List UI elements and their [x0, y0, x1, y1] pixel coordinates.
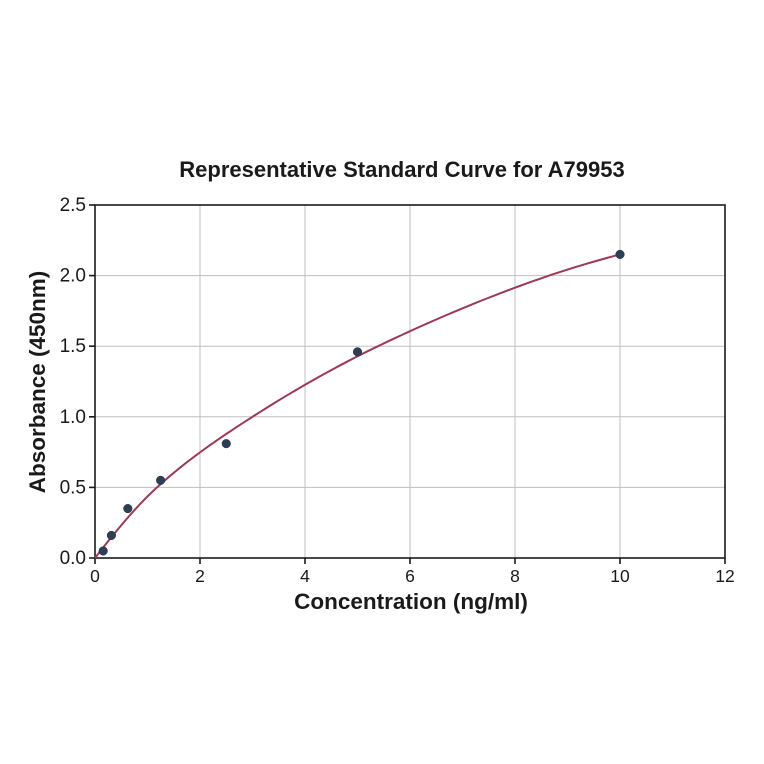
svg-text:10: 10 [610, 566, 630, 586]
svg-text:2.5: 2.5 [60, 195, 86, 216]
svg-text:4: 4 [300, 566, 310, 586]
svg-text:0.0: 0.0 [60, 548, 86, 569]
svg-text:1.0: 1.0 [60, 407, 86, 428]
svg-text:2.0: 2.0 [60, 266, 86, 287]
svg-text:12: 12 [715, 566, 734, 586]
svg-text:2: 2 [195, 566, 205, 586]
svg-text:6: 6 [405, 566, 415, 586]
svg-text:1.5: 1.5 [60, 336, 86, 357]
svg-text:0.5: 0.5 [60, 477, 86, 498]
svg-text:8: 8 [510, 566, 520, 586]
svg-text:0: 0 [90, 566, 100, 586]
